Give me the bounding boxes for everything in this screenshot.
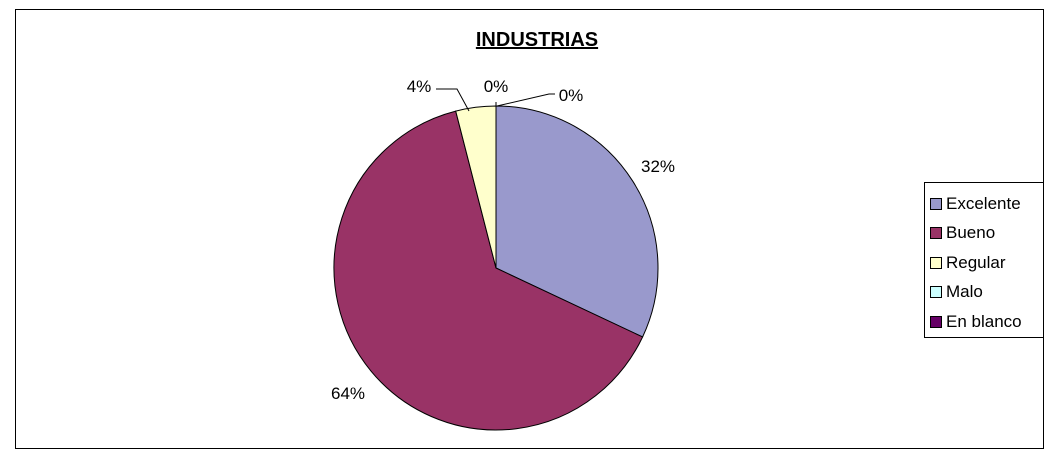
legend-item-malo: Malo	[925, 278, 1043, 308]
legend-label-regular: Regular	[946, 252, 1006, 272]
pie-slices	[333, 105, 659, 431]
pie-slice-excelente	[495, 105, 659, 338]
legend-item-bueno: Bueno	[925, 219, 1043, 249]
legend-item-excelente: Excelente	[925, 189, 1043, 219]
pie-slice-bueno	[333, 110, 644, 431]
legend-swatch-malo	[930, 286, 942, 299]
legend-label-excelente: Excelente	[946, 193, 1021, 213]
data-label-en-blanco: 0%	[559, 86, 584, 105]
data-label-malo: 0%	[484, 77, 509, 96]
legend-swatch-excelente	[930, 197, 942, 210]
legend-label-malo: Malo	[946, 282, 983, 302]
data-label-excelente: 32%	[641, 157, 675, 176]
pie-chart: 32% 64% 4% 0% 0%	[331, 77, 675, 431]
legend-label-bueno: Bueno	[946, 223, 996, 243]
leader-line-en-blanco	[496, 93, 555, 107]
legend-label-en-blanco: En blanco	[946, 311, 1022, 331]
leader-line-regular	[436, 88, 470, 112]
legend-swatch-en-blanco	[930, 315, 942, 328]
data-labels: 32% 64% 4% 0% 0%	[331, 77, 675, 403]
data-label-bueno: 64%	[331, 384, 365, 403]
legend: Excelente Bueno Regular Malo En blanco	[924, 182, 1044, 338]
legend-swatch-bueno	[930, 227, 942, 240]
chart-title: INDUSTRIAS	[475, 29, 599, 51]
leader-lines	[436, 88, 555, 112]
legend-item-regular: Regular	[925, 248, 1043, 278]
legend-swatch-regular	[930, 256, 942, 269]
data-label-regular: 4%	[407, 77, 432, 96]
legend-item-en-blanco: En blanco	[925, 307, 1043, 337]
